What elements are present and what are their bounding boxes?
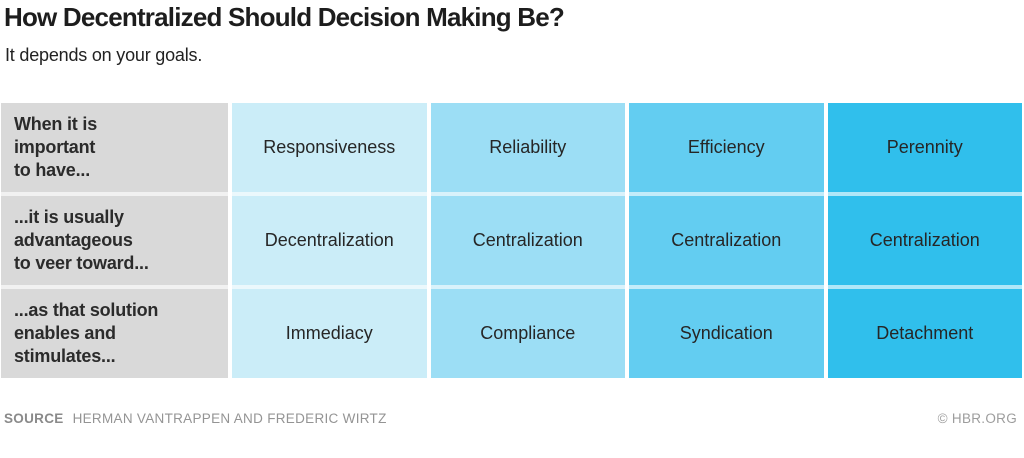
row-separator <box>827 192 1022 196</box>
row-separator <box>1 192 228 196</box>
row-label-enables-stimulates: ...as that solution enables and stimulat… <box>14 300 159 366</box>
row-labels-column: When it is important to have... ...it is… <box>1 103 228 378</box>
column-reliability: Reliability Centralization Compliance <box>430 103 625 378</box>
source-label: SOURCE <box>4 411 64 426</box>
footer: SOURCE HERMAN VANTRAPPEN AND FREDERIC WI… <box>4 411 1017 426</box>
column-responsiveness: Responsiveness Decentralization Immediac… <box>232 103 427 378</box>
table-cell: Compliance <box>480 323 576 343</box>
row-label-veer-toward: ...it is usually advantageous to veer to… <box>14 207 149 273</box>
table-cell: Centralization <box>869 230 980 250</box>
source-text: HERMAN VANTRAPPEN AND FREDERIC WIRTZ <box>72 411 387 426</box>
table-cell: Efficiency <box>687 137 765 157</box>
page-subtitle: It depends on your goals. <box>5 45 203 65</box>
table-cell: Decentralization <box>264 230 394 250</box>
row-separator <box>629 285 824 289</box>
row-separator <box>1 285 228 289</box>
table-cell: Reliability <box>489 137 567 157</box>
table-cell: Centralization <box>671 230 782 250</box>
row-separator <box>827 285 1022 289</box>
decision-table: When it is important to have... ...it is… <box>1 103 1022 378</box>
page-title: How Decentralized Should Decision Making… <box>4 2 565 32</box>
row-separator <box>430 285 625 289</box>
column-efficiency: Efficiency Centralization Syndication <box>629 103 824 378</box>
row-separator <box>629 192 824 196</box>
table-cell: Immediacy <box>285 323 373 343</box>
table-cell: Perennity <box>886 137 963 157</box>
table-cell: Syndication <box>679 323 773 343</box>
source: SOURCE HERMAN VANTRAPPEN AND FREDERIC WI… <box>4 411 387 426</box>
row-separator <box>430 192 625 196</box>
table-cell: Centralization <box>472 230 583 250</box>
table-cell: Responsiveness <box>263 137 396 157</box>
row-label-important-to-have: When it is important to have... <box>14 114 97 180</box>
column-perennity: Perennity Centralization Detachment <box>827 103 1022 378</box>
hbr-credit: © HBR.ORG <box>937 411 1017 426</box>
row-separator <box>232 192 427 196</box>
table-cell: Detachment <box>876 323 974 343</box>
row-separator <box>232 285 427 289</box>
